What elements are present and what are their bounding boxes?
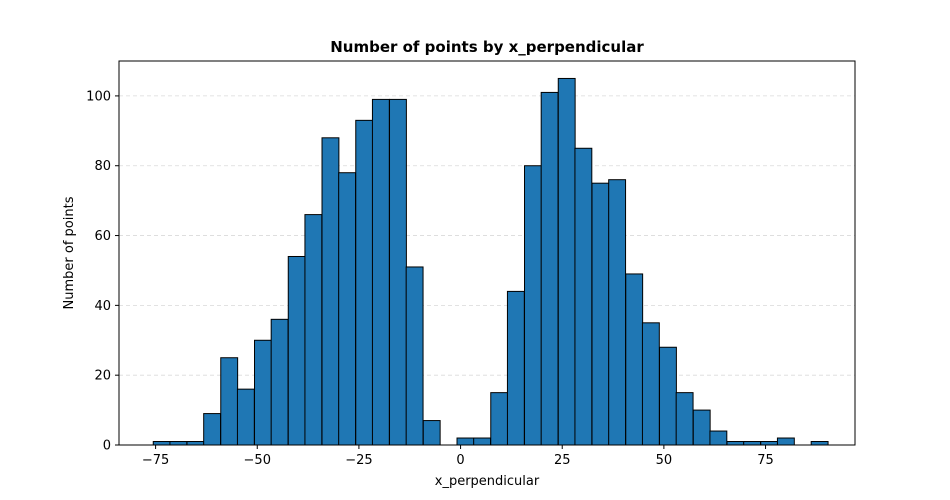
histogram-bar — [254, 339, 272, 446]
x-tick-label: −75 — [142, 453, 169, 468]
histogram-bar — [675, 392, 694, 446]
histogram-bar — [574, 147, 593, 446]
histogram-bar — [591, 182, 610, 446]
histogram-bar — [709, 430, 728, 446]
histogram-bar — [456, 437, 475, 446]
y-axis-ticks: 0 20 40 60 80 100 — [86, 89, 119, 454]
x-tick-label: 75 — [757, 453, 774, 468]
y-tick-label: 40 — [94, 299, 111, 314]
histogram-bar — [321, 137, 340, 446]
histogram-bar — [760, 441, 779, 446]
histogram-bar — [776, 437, 795, 446]
x-axis-title: x_perpendicular — [435, 474, 540, 489]
x-tick-label: −50 — [244, 453, 271, 468]
histogram-bar — [236, 388, 255, 446]
chart-title: Number of points by x_perpendicular — [330, 38, 644, 56]
y-tick-label: 80 — [94, 159, 111, 174]
histogram-bar — [338, 172, 357, 446]
histogram-bar — [270, 318, 289, 446]
y-tick-label: 100 — [86, 89, 111, 104]
x-tick-label: 50 — [656, 453, 673, 468]
histogram-bar — [389, 98, 407, 446]
bars — [152, 77, 829, 446]
histogram-bar — [524, 165, 542, 446]
histogram-bar — [692, 409, 711, 446]
y-tick-label: 20 — [94, 369, 111, 384]
y-axis-title: Number of points — [62, 196, 77, 309]
histogram-bar — [473, 437, 492, 446]
histogram-bar — [152, 441, 171, 446]
histogram-bar — [557, 77, 576, 446]
plot-frame — [118, 60, 856, 446]
histogram-bar — [287, 255, 306, 446]
histogram-bar — [625, 273, 644, 446]
histogram-bar — [355, 119, 374, 446]
histogram-bar — [608, 179, 627, 446]
histogram-bar — [726, 441, 745, 446]
histogram-bar — [203, 413, 222, 446]
histogram-bar — [371, 98, 390, 446]
histogram-bar — [810, 441, 829, 446]
y-tick-label: 0 — [103, 439, 111, 454]
y-tick-label: 60 — [94, 229, 111, 244]
histogram-bar — [405, 266, 424, 446]
histogram-bar — [641, 322, 660, 446]
histogram-bar — [220, 357, 239, 446]
histogram-bar — [186, 441, 205, 446]
histogram-bar — [490, 392, 509, 446]
histogram-bar — [304, 214, 323, 446]
histogram-bar — [659, 346, 677, 446]
histogram-bar — [743, 441, 762, 446]
x-tick-label: 0 — [456, 453, 464, 468]
x-tick-label: 25 — [554, 453, 571, 468]
histogram-bar — [422, 420, 441, 446]
histogram-bar — [540, 91, 559, 446]
gridlines — [119, 95, 855, 376]
x-axis-ticks: −75 −50 −25 0 25 50 75 — [142, 445, 774, 468]
histogram-bar — [169, 441, 188, 446]
x-tick-label: −25 — [345, 453, 372, 468]
histogram-bar — [506, 290, 525, 446]
